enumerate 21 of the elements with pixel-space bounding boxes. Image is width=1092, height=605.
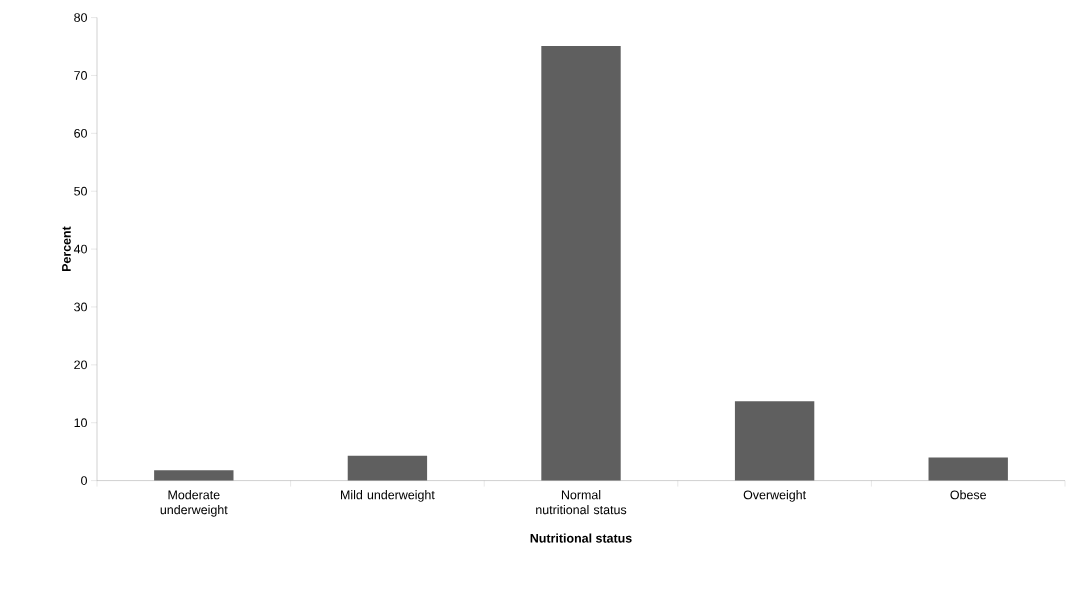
y-tick-label: 80 — [74, 13, 87, 22]
bar — [734, 401, 815, 481]
y-tick-label: 30 — [74, 302, 87, 312]
y-tick-label: 10 — [74, 418, 87, 428]
x-tick-label: Obese — [950, 490, 986, 500]
x-tick-label: Overweight — [743, 490, 807, 502]
y-tick-label: 50 — [74, 186, 87, 196]
x-tick-label: Mild underweight — [341, 490, 435, 502]
y-tick-label: 60 — [74, 128, 87, 138]
y-tick-label: 20 — [74, 360, 87, 370]
y-tick-label: 40 — [73, 244, 87, 254]
y-tick-label: 0 — [81, 476, 87, 485]
bar — [154, 470, 234, 481]
x-tick-label: Moderate underweight — [160, 490, 228, 517]
y-tick-label: 70 — [74, 71, 87, 80]
x-axis-title: Nutritional status — [530, 533, 632, 543]
y-axis-title: Percent — [62, 226, 71, 272]
bar — [347, 455, 428, 481]
bar — [541, 45, 621, 481]
bar — [928, 457, 1008, 481]
x-tick-label: Normal nutritional status — [536, 490, 627, 515]
